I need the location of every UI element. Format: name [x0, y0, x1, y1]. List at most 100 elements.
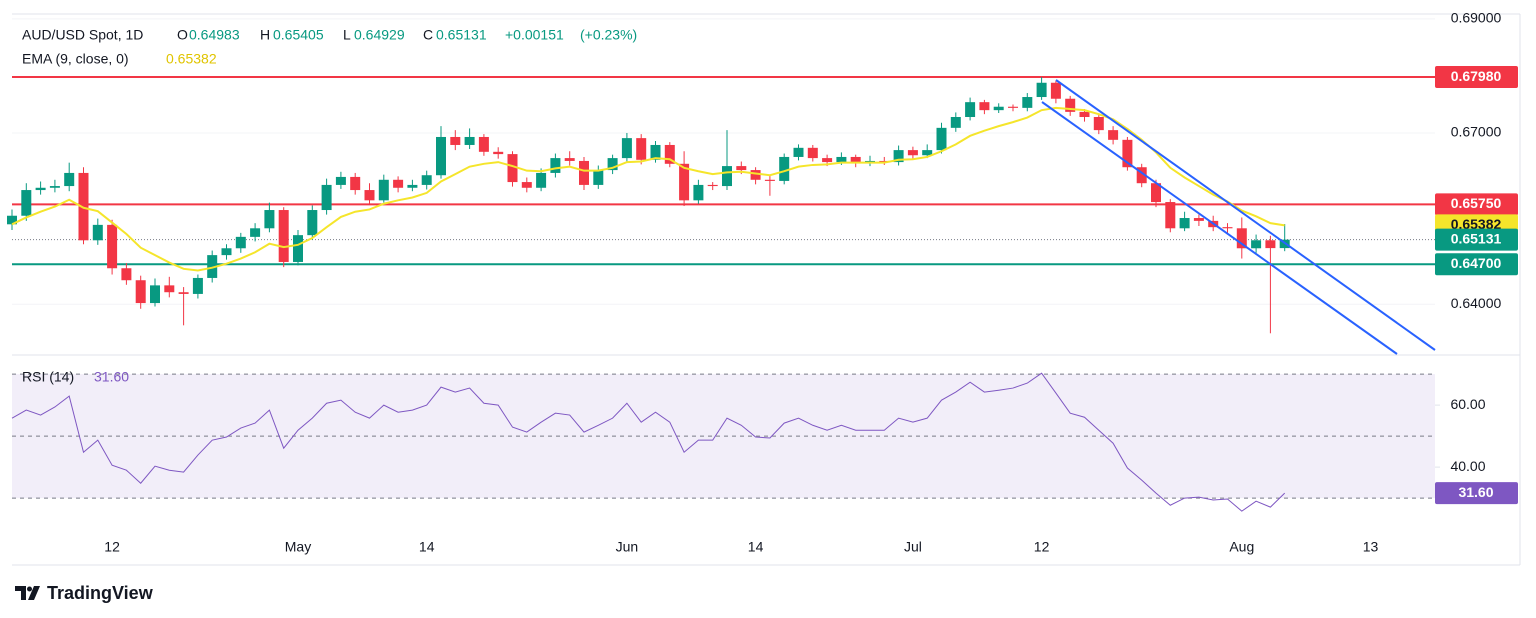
- logo: TradingView: [15, 583, 154, 603]
- candle-body: [893, 150, 904, 163]
- candle-body: [1265, 240, 1276, 249]
- candle-body: [1236, 228, 1247, 249]
- candle-body: [950, 117, 961, 128]
- candle-body: [378, 179, 389, 201]
- level-label: 0.64700: [1451, 255, 1502, 271]
- candle-body: [350, 176, 361, 191]
- candle-body: [507, 154, 518, 183]
- quote-key: C: [423, 27, 433, 43]
- level-label-box: [1435, 253, 1518, 276]
- rsi-tick-label: 60.00: [1450, 396, 1485, 412]
- candle-body: [493, 151, 504, 155]
- candle-body: [335, 176, 346, 185]
- candle-body: [293, 235, 303, 262]
- candle-body: [822, 158, 833, 163]
- x-tick-label: Jun: [616, 539, 639, 555]
- candle-body: [464, 136, 475, 145]
- rsi-legend: RSI (14): [22, 369, 74, 385]
- candle-body: [664, 144, 675, 164]
- candle-body: [1165, 202, 1176, 229]
- y-tick-label: 0.67000: [1451, 124, 1502, 140]
- candle-body: [564, 158, 575, 161]
- candle-body: [779, 156, 790, 181]
- change-percent: (+0.23%): [580, 27, 637, 43]
- x-tick-label: 14: [419, 539, 435, 555]
- value-box-label: 0.65131: [1451, 230, 1502, 246]
- candle-body: [21, 190, 32, 216]
- candle-body: [393, 179, 404, 188]
- candle-body: [1151, 183, 1161, 203]
- candle-body: [1179, 218, 1190, 229]
- candle-body: [650, 144, 661, 160]
- candle-body: [1251, 240, 1262, 249]
- candle-body: [7, 215, 17, 225]
- candle-body: [421, 175, 432, 185]
- x-tick-label: Jul: [904, 539, 922, 555]
- candle-body: [764, 179, 775, 181]
- candle-body: [407, 184, 418, 188]
- channel-line: [1041, 101, 1398, 355]
- level-label-box: [1435, 66, 1518, 89]
- quote-key: L: [343, 27, 351, 43]
- candle-body: [436, 136, 446, 176]
- candle-body: [1008, 106, 1018, 108]
- candle-body: [879, 160, 890, 163]
- candle-body: [207, 255, 218, 278]
- candle-body: [707, 184, 718, 187]
- value-box-label: 0.65382: [1451, 216, 1502, 232]
- candle-body: [364, 190, 375, 201]
- rsi-legend-value: 31.60: [94, 369, 129, 385]
- y-tick-label: 0.64000: [1451, 295, 1502, 311]
- x-tick-label: 13: [1363, 539, 1379, 555]
- y-tick-label: 0.69000: [1451, 10, 1502, 26]
- x-tick-label: 12: [1034, 539, 1050, 555]
- candle-body: [836, 156, 847, 163]
- channel-line: [1055, 79, 1436, 351]
- candle-body: [736, 166, 747, 171]
- value-box: [1435, 228, 1518, 251]
- x-tick-label: Aug: [1229, 539, 1254, 555]
- rsi-tick-label: 40.00: [1450, 458, 1485, 474]
- candle-body: [1093, 117, 1104, 131]
- candle-body: [1022, 97, 1033, 108]
- level-label-box: [1435, 193, 1518, 216]
- value-box-label: 31.60: [1458, 484, 1493, 500]
- candle-body: [178, 292, 189, 294]
- candle-body: [150, 285, 160, 304]
- candle-body: [64, 172, 75, 187]
- candle-body: [164, 285, 175, 293]
- candle-body: [636, 138, 647, 160]
- candle-body: [92, 224, 103, 241]
- candle-body: [536, 172, 547, 188]
- candle-body: [1136, 167, 1147, 184]
- candle-body: [135, 280, 146, 304]
- candle-body: [307, 210, 318, 236]
- candle-body: [550, 158, 561, 173]
- candle-body: [121, 268, 132, 281]
- candle-body: [321, 184, 332, 211]
- candle-body: [250, 228, 261, 237]
- x-tick-label: 14: [748, 539, 764, 555]
- candle-body: [579, 160, 589, 185]
- candle-body: [35, 187, 46, 191]
- candle-body: [192, 277, 203, 294]
- candle-body: [722, 166, 732, 187]
- candle-body: [107, 224, 118, 269]
- quote-value: 0.65131: [436, 27, 487, 43]
- logo-mark: [15, 586, 40, 600]
- candle-body: [264, 210, 275, 229]
- candle-body: [1193, 218, 1204, 221]
- quote-value: 0.64929: [354, 27, 405, 43]
- label-layer: 60.00 40.00 0.69000 0.67000 0.64000 0.67980 0.…: [104, 10, 1518, 555]
- candle-body: [450, 136, 461, 145]
- quote-key: O: [177, 27, 188, 43]
- ema-legend-value: 0.65382: [166, 51, 217, 67]
- candle-body: [1036, 82, 1047, 98]
- candle-body: [693, 184, 704, 201]
- candle-body: [1079, 111, 1090, 118]
- x-tick-label: May: [285, 539, 311, 555]
- candle-body: [1122, 139, 1133, 168]
- logo-mark: [27, 586, 32, 592]
